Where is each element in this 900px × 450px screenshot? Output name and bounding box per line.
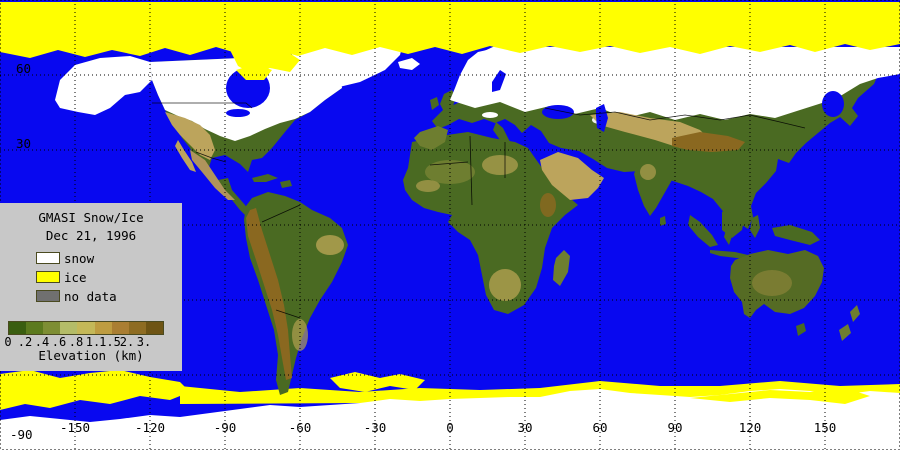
black-sea: [542, 105, 574, 119]
arctic-sea-ice: [0, 2, 900, 58]
colorbar-segment: [128, 322, 146, 334]
sea-of-okhotsk: [822, 91, 844, 117]
colorbar-segment: [145, 322, 163, 334]
ethiopian-highlands: [540, 193, 556, 217]
lat-tick-label: 60: [16, 61, 32, 76]
legend-title: GMASI Snow/Ice: [38, 210, 144, 225]
lon-tick-label: 120: [738, 420, 762, 435]
new-guinea: [772, 225, 820, 245]
colorbar-tick: 1.: [85, 335, 101, 349]
lat-tick-label: -90: [10, 427, 33, 442]
legend-date: Dec 21, 1996: [45, 228, 137, 243]
antarctic-ice-mass-left: [0, 370, 190, 410]
india-desert-patch: [640, 164, 656, 180]
borneo: [722, 208, 745, 238]
italy: [493, 122, 515, 150]
cuba: [252, 174, 278, 182]
sri-lanka: [660, 216, 666, 226]
ice-label: ice: [64, 270, 87, 285]
no-data-label: no data: [64, 289, 117, 304]
colorbar-title: Elevation (km): [38, 348, 144, 363]
lon-tick-label: -60: [288, 420, 312, 435]
no-data-swatch: [36, 290, 60, 302]
sulawesi: [750, 215, 760, 238]
brazil-dry-patch: [316, 235, 344, 255]
tasmania: [796, 323, 806, 336]
iberia: [414, 126, 448, 150]
philippines: [746, 168, 758, 195]
iceland-snow: [398, 58, 420, 70]
lon-tick-label: -30: [363, 420, 387, 435]
country-borders: [152, 102, 806, 319]
colorbar-tick: .6: [51, 335, 67, 349]
mexico-terrain: [190, 150, 235, 200]
kalahari-patch: [489, 269, 521, 301]
snow-swatch: [36, 252, 60, 264]
lon-tick-label: -150: [59, 420, 91, 435]
colorbar-segment: [26, 322, 44, 334]
colorbar-segment: [9, 322, 27, 334]
colorbar-tick: 0: [4, 335, 12, 349]
new-zealand-south: [839, 324, 851, 341]
sumatra: [688, 215, 718, 247]
lon-tick-label: 150: [813, 420, 837, 435]
colorbar-tick: 3.: [136, 335, 152, 349]
colorbar-segment: [43, 322, 61, 334]
colorbar-segment: [77, 322, 95, 334]
pampas-patch: [292, 319, 308, 351]
arabian-peninsula: [540, 152, 604, 200]
ice-swatch: [36, 271, 60, 283]
lat-tick-label: 30: [16, 136, 32, 151]
tibet-plateau: [672, 132, 745, 152]
colorbar-tick: .8: [68, 335, 84, 349]
elevation-colorbar: [8, 321, 164, 335]
australia-interior: [752, 270, 792, 296]
baltic-sea: [492, 70, 506, 92]
lon-tick-label: 30: [517, 420, 533, 435]
madagascar: [553, 250, 570, 286]
colorbar-segment: [60, 322, 78, 334]
colorbar-segment: [111, 322, 129, 334]
colorbar-tick: .2: [17, 335, 33, 349]
lon-tick-label: 60: [592, 420, 608, 435]
lon-tick-label: 0: [446, 420, 454, 435]
andes-mountains: [246, 208, 292, 380]
japan: [797, 122, 812, 146]
lon-tick-label: 90: [667, 420, 683, 435]
lon-tick-label: -120: [134, 420, 166, 435]
java: [710, 250, 748, 259]
colorbar-tick: .4: [34, 335, 50, 349]
colorbar-tick: 1.5: [99, 335, 121, 349]
legend-panel: GMASI Snow/Ice Dec 21, 1996 snow ice no …: [0, 203, 182, 371]
hispaniola: [280, 180, 292, 188]
sahara-patch-2: [482, 155, 518, 175]
antarctic-ice-blob-1: [330, 372, 425, 392]
caspian-sea: [596, 104, 608, 132]
alaska-snow: [55, 56, 152, 115]
us-west-terrain: [165, 112, 215, 160]
siberia-snow: [450, 47, 900, 120]
sahel-patch: [416, 180, 440, 192]
alps-snow-patch: [482, 112, 498, 118]
baja-california: [175, 140, 196, 172]
great-lakes: [226, 109, 250, 117]
new-zealand-north: [850, 305, 860, 322]
snow-label: snow: [64, 251, 95, 266]
lon-tick-label: -90: [213, 420, 237, 435]
colorbar-tick: 2.: [119, 335, 135, 349]
hudson-ice-edge: [236, 64, 272, 80]
colorbar-segment: [94, 322, 112, 334]
ireland: [430, 97, 439, 110]
